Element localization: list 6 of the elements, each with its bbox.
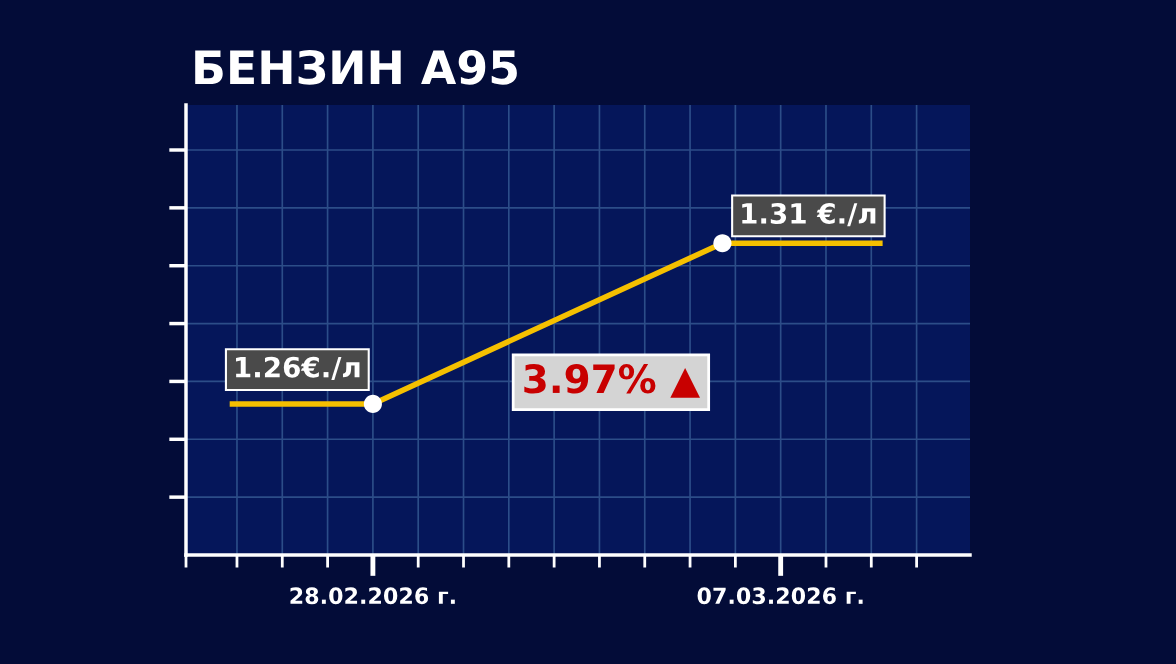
x-tick-label: 28.02.2026 г. <box>290 587 455 605</box>
annotation: 3.97% ▲ <box>524 364 700 398</box>
x-tick-label: 07.03.2026 г. <box>697 587 863 605</box>
data-label: 1.31 €./л <box>742 202 876 227</box>
data-label: 1.26€./л <box>236 356 360 380</box>
chart-title: БЕНЗИН А95 <box>195 49 517 85</box>
